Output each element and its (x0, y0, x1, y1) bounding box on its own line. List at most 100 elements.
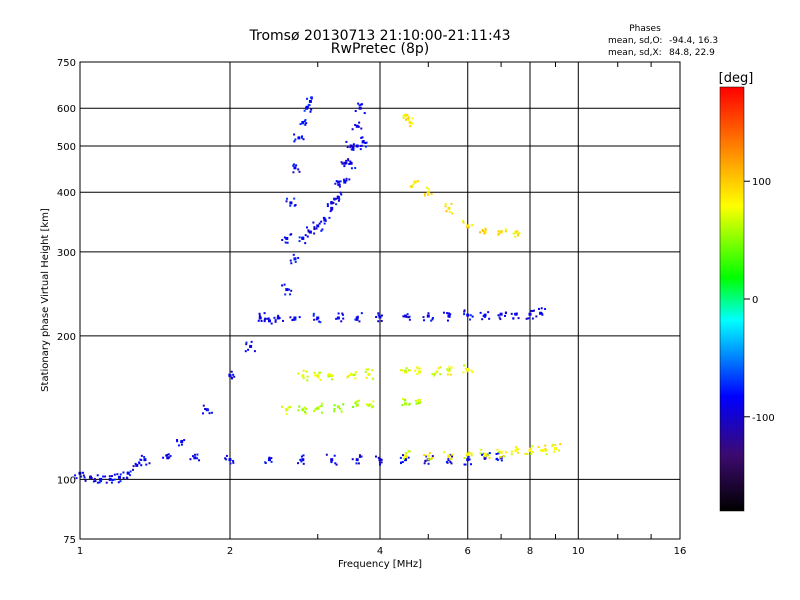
echo-point (531, 451, 534, 454)
echo-point (122, 477, 125, 480)
echo-point (488, 452, 491, 455)
echo-point (327, 375, 330, 378)
echo-point (356, 125, 359, 128)
echo-point (444, 205, 447, 208)
echo-point (448, 368, 451, 371)
echo-point (540, 307, 543, 310)
echo-point (325, 453, 328, 456)
echo-point (207, 409, 210, 412)
echo-point (446, 368, 449, 371)
y-tick-label: 750 (57, 58, 76, 69)
echo-point (356, 318, 359, 321)
echo-point (323, 216, 326, 219)
echo-point (299, 123, 302, 126)
data-point (466, 367, 470, 371)
echo-point (183, 439, 186, 442)
echo-point (338, 183, 341, 186)
echo-point (264, 461, 267, 464)
data-point (193, 456, 197, 460)
echo-point (340, 410, 343, 413)
echo-point (418, 399, 421, 402)
echo-point (347, 159, 350, 162)
echo-point (258, 314, 261, 317)
echo-point (544, 307, 547, 310)
echo-point (517, 451, 520, 454)
echo-point (464, 367, 467, 370)
echo-point (277, 314, 280, 317)
echo-point (244, 350, 247, 353)
echo-point (360, 455, 363, 458)
echo-point (354, 401, 357, 404)
echo-point (292, 171, 295, 174)
echo-point (446, 373, 449, 376)
y-tick-label: 600 (57, 104, 76, 115)
data-point (541, 448, 545, 452)
data-point (316, 224, 320, 228)
echo-point (132, 465, 135, 468)
data-point (249, 344, 253, 348)
echo-point (418, 400, 421, 403)
echo-point (444, 203, 447, 206)
echo-point (517, 448, 520, 451)
echo-point (273, 316, 276, 319)
chart-title: Tromsø 20130713 21:10:00-21:11:43 (249, 28, 511, 44)
data-point (316, 316, 320, 320)
echo-point (342, 403, 345, 406)
echo-point (312, 314, 315, 317)
data-point (336, 405, 340, 409)
echo-point (482, 314, 485, 317)
echo-point (504, 311, 507, 314)
echo-point (361, 136, 364, 139)
echo-point (450, 462, 453, 465)
echo-point (129, 474, 132, 477)
echo-point (417, 399, 420, 402)
echo-point (122, 471, 125, 474)
echo-point (352, 405, 355, 408)
echo-point (362, 139, 365, 142)
echo-point (345, 159, 348, 162)
echo-point (304, 123, 307, 126)
echo-point (402, 315, 405, 318)
echo-point (503, 455, 506, 458)
echo-point (535, 315, 538, 318)
echo-point (504, 228, 507, 231)
echo-point (100, 480, 103, 483)
echo-point (303, 109, 306, 112)
echo-point (354, 373, 357, 376)
echo-point (302, 138, 305, 141)
x-tick-label: 1 (77, 546, 83, 557)
echo-point (471, 371, 474, 374)
echo-point (314, 408, 317, 411)
data-point (308, 99, 312, 103)
echo-point (305, 370, 308, 373)
echo-point (431, 455, 434, 458)
echo-point (116, 473, 119, 476)
echo-point (499, 318, 502, 321)
echo-point (406, 113, 409, 116)
echo-point (412, 183, 415, 186)
echo-point (463, 364, 466, 367)
echo-point (416, 367, 419, 370)
data-point (330, 458, 334, 462)
echo-point (357, 102, 360, 105)
echo-point (304, 118, 307, 121)
echo-point (418, 367, 421, 370)
echo-point (352, 146, 355, 149)
echo-point (359, 148, 362, 151)
data-point (408, 121, 412, 125)
echo-point (274, 319, 277, 322)
echo-point (334, 462, 337, 465)
echo-point (515, 312, 518, 315)
echo-point (180, 443, 183, 446)
echo-point (369, 403, 372, 406)
echo-point (305, 407, 308, 410)
echo-point (284, 293, 287, 296)
echo-point (551, 445, 554, 448)
echo-point (305, 122, 308, 125)
echo-point (283, 283, 286, 286)
data-point (301, 408, 305, 412)
y-tick-label: 400 (57, 188, 76, 199)
echo-point (285, 413, 288, 416)
echo-point (333, 410, 336, 413)
echo-point (312, 221, 315, 224)
